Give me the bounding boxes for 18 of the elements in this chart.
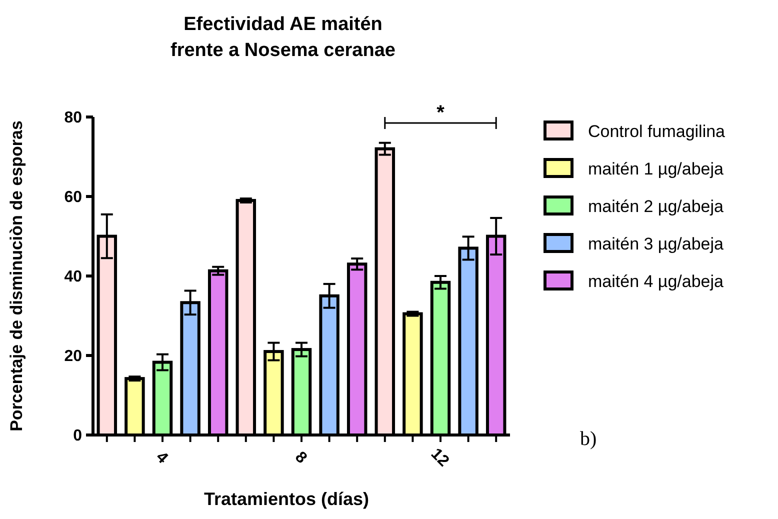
legend-label: maitén 2 µg/abeja	[588, 196, 724, 216]
y-tick-label: 40	[64, 268, 82, 286]
legend-label: maitén 3 µg/abeja	[588, 234, 724, 254]
legend-label: Control fumagilina	[588, 122, 726, 141]
x-tick-label: 4	[152, 448, 171, 468]
x-tick-label: 8	[292, 448, 310, 468]
y-tick-label: 60	[64, 189, 82, 206]
chart-title: Efectividad AE maitén frente a Nosema ceranae	[170, 14, 396, 61]
legend-label: maitén 1 µg/abeja	[588, 159, 724, 178]
legend-label: maitén 4 µg/abeja	[588, 272, 724, 291]
y-tick-label: 80	[64, 110, 82, 127]
y-tick-label: 0	[73, 428, 82, 445]
x-tick-label: 12	[427, 445, 452, 470]
y-axis-title: Porcentaje de disminuciòn de esporas	[7, 120, 26, 432]
y-tick-label: 20	[64, 348, 82, 366]
text: b)	[580, 428, 597, 450]
annotation: *	[436, 102, 445, 124]
x-axis-title: Tratamientos (días)	[204, 489, 370, 509]
